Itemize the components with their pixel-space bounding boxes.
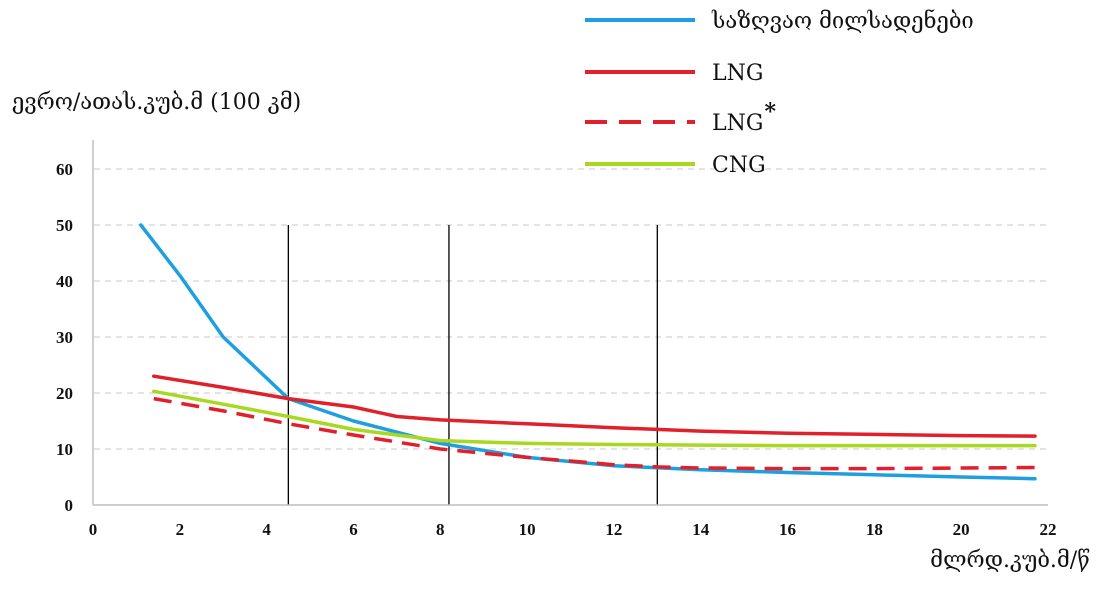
x-tick-label-2: 2 [176, 520, 185, 539]
series-line-cng [152, 389, 1037, 448]
legend-label-lng: LNG [712, 61, 763, 86]
series-lines [139, 223, 1037, 481]
vertical-markers [287, 225, 658, 505]
series-line-maritime-pipelines [139, 223, 1037, 481]
x-tick-label-0: 0 [89, 520, 98, 539]
y-tick-label-20: 20 [56, 384, 73, 403]
x-tick-label-12: 12 [605, 520, 622, 539]
y-tick-label-30: 30 [56, 328, 73, 347]
legend-superscript-lng-dashed: * [764, 99, 776, 125]
legend-label-lng-dashed: LNG [712, 111, 763, 136]
axes: 0 10 20 30 40 50 60 0 2 4 6 8 10 12 14 16 18 20 22 [56, 140, 1057, 539]
series-line-lng [152, 374, 1037, 438]
series-line-lng-dashed [153, 396, 1036, 471]
legend-label-maritime-pipelines: საზღვაო მილსადენები [711, 8, 974, 34]
y-tick-label-10: 10 [56, 440, 73, 459]
x-tick-label-14: 14 [692, 520, 710, 539]
y-tick-label-60: 60 [56, 160, 73, 179]
x-tick-label-4: 4 [262, 520, 271, 539]
legend: საზღვაო მილსადენები LNG LNG * CNG [585, 8, 974, 178]
y-tick-label-40: 40 [56, 272, 73, 291]
x-tick-label-6: 6 [349, 520, 358, 539]
y-tick-label-50: 50 [56, 216, 73, 235]
x-tick-label-16: 16 [779, 520, 796, 539]
y-tick-label-0: 0 [65, 496, 74, 515]
y-axis-title: ევრო/ათას.კუბ.მ (100 კმ) [12, 90, 301, 115]
x-tick-label-18: 18 [866, 520, 883, 539]
x-axis-title: მლრდ.კუბ.მ/წ [930, 548, 1090, 573]
x-tick-label-8: 8 [436, 520, 445, 539]
x-tick-label-10: 10 [519, 520, 536, 539]
legend-label-cng: CNG [712, 153, 766, 178]
x-tick-label-22: 22 [1040, 520, 1057, 539]
x-tick-label-20: 20 [953, 520, 970, 539]
